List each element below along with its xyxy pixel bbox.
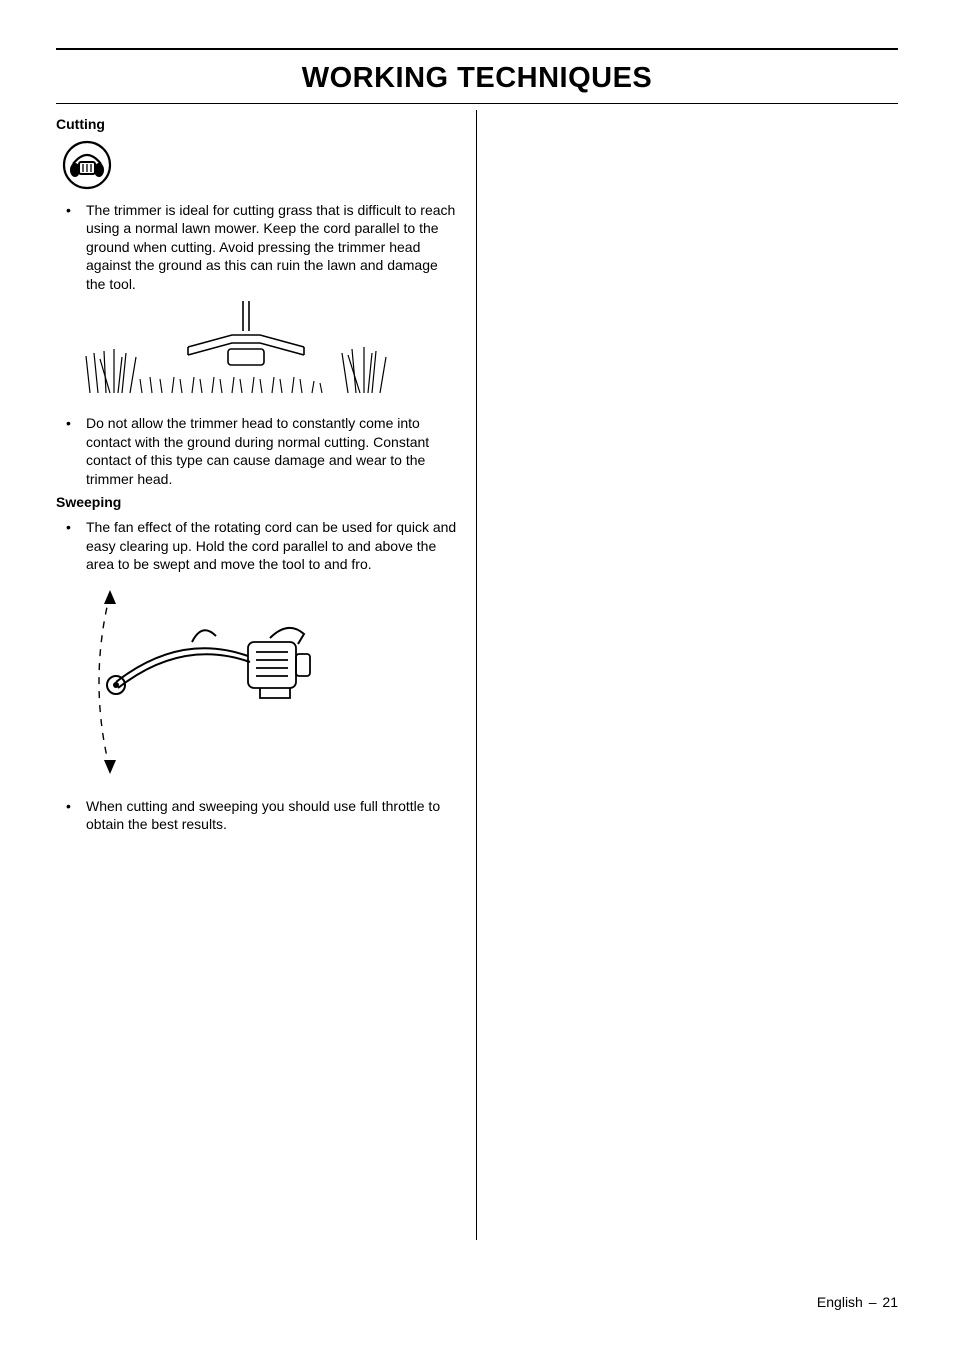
footer-dash: – [867,1294,879,1310]
trimmer-sweeping-figure [80,582,458,787]
trimmer-cutting-grass-figure [80,301,458,404]
sweeping-bullet-1: The fan effect of the rotating cord can … [56,518,458,573]
footer-page-number: 21 [882,1294,898,1310]
cutting-heading: Cutting [56,116,458,132]
left-column: Cutting The trimmer is ideal for cutting… [56,110,477,1240]
cutting-bullet-1: The trimmer is ideal for cutting grass t… [56,201,458,293]
footer-language: English [817,1294,863,1310]
cutting-bullet-2: Do not allow the trimmer head to constan… [56,414,458,488]
sweeping-bullets-2: When cutting and sweeping you should use… [56,797,458,834]
page-footer: English – 21 [817,1294,898,1310]
sweeping-bullets: The fan effect of the rotating cord can … [56,518,458,573]
title-underline [56,103,898,104]
manual-page: WORKING TECHNIQUES Cutting The trimmer i… [0,0,954,1352]
visor-earmuffs-icon [62,140,458,195]
right-column [477,110,898,1240]
sweeping-heading: Sweeping [56,494,458,510]
page-title: WORKING TECHNIQUES [56,50,898,103]
two-column-layout: Cutting The trimmer is ideal for cutting… [56,110,898,1240]
cutting-bullets-2: Do not allow the trimmer head to constan… [56,414,458,488]
sweeping-bullet-2: When cutting and sweeping you should use… [56,797,458,834]
cutting-bullets: The trimmer is ideal for cutting grass t… [56,201,458,293]
